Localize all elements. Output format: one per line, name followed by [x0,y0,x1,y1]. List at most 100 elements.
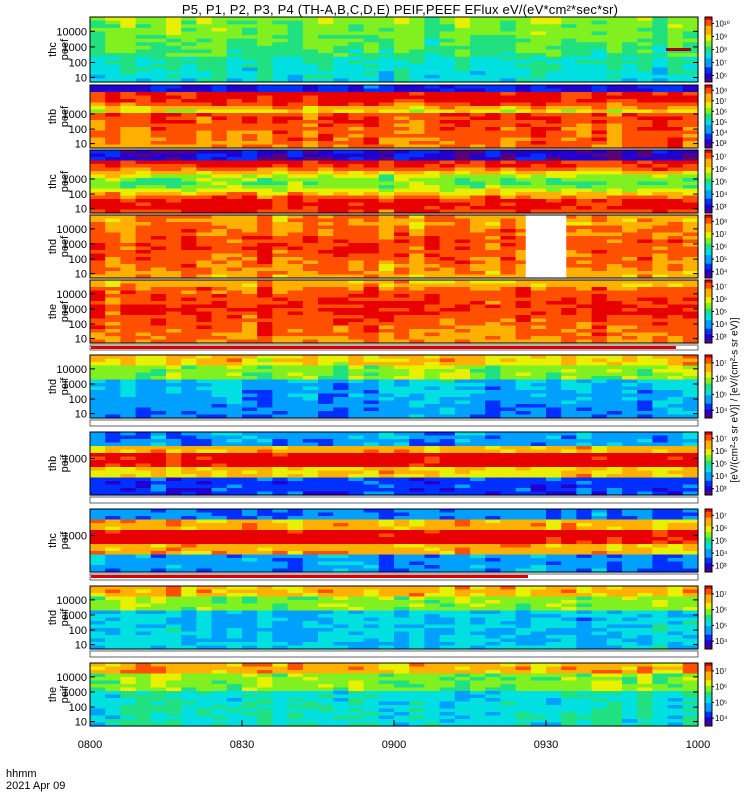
heatmap-cell [409,365,425,370]
heatmap-cell [454,49,471,54]
heatmap-cell [272,127,289,132]
heatmap-cell [652,42,669,47]
heatmap-cell [500,246,517,251]
heatmap-cell [515,24,532,29]
heatmap-cell [454,372,471,377]
heatmap-cell [515,63,532,69]
heatmap-cell [150,42,167,47]
heatmap-cell [637,355,653,360]
heatmap-cell [667,120,684,125]
heatmap-cell [302,294,319,299]
heatmap-cell [394,267,410,272]
heatmap-cell [378,453,395,458]
heatmap-cell [485,290,501,295]
heatmap-cell [637,67,653,72]
heatmap-cell [454,188,471,193]
heatmap-cell [287,188,304,193]
heatmap-cell [530,287,547,292]
heatmap-cell [622,267,638,272]
heatmap-cell [515,53,532,58]
heatmap-cell [682,390,699,395]
heatmap-cell [226,42,243,47]
heatmap-cell [667,311,684,316]
heatmap-cell [576,20,593,25]
heatmap-cell [378,301,395,306]
heatmap-cell [667,92,684,97]
heatmap-cell [637,171,653,176]
heatmap-cell [424,397,441,402]
heatmap-cell [378,311,395,316]
heatmap-cell [363,60,380,65]
heatmap-cell [302,95,319,100]
heatmap-cell [454,325,471,330]
heatmap-cell [622,400,638,405]
heatmap-cell [667,78,684,83]
heatmap-cell [166,188,182,193]
heatmap-cell [378,215,395,220]
heatmap-cell [120,53,137,58]
heatmap-cell [257,274,273,279]
heatmap-cell [272,88,289,93]
heatmap-cell [378,209,395,214]
heatmap-cell [348,308,365,313]
heatmap-cell [166,372,182,377]
heatmap-cell [105,92,121,97]
heatmap-cell [242,164,258,169]
heatmap-cell [302,27,319,33]
heatmap-cell [302,329,319,334]
heatmap-cell [363,99,380,104]
heatmap-cell [515,287,532,292]
heatmap-cell [166,171,182,176]
heatmap-cell [105,488,121,493]
heatmap-cell [637,134,653,139]
heatmap-cell [166,404,182,409]
heatmap-cell [181,280,197,285]
heatmap-cell [302,253,319,258]
heatmap-cell [105,390,121,395]
heatmap-cell [242,209,258,214]
heatmap-cell [196,460,213,465]
heatmap-cell [485,67,501,72]
heatmap-cell [439,376,456,381]
heatmap-cell [363,453,380,458]
heatmap-cell [439,202,456,207]
heatmap-cell [576,339,593,344]
heatmap-cell [394,264,410,269]
heatmap-cell [530,304,547,309]
heatmap-cell [622,88,638,93]
heatmap-cell [500,332,517,337]
heatmap-cell [135,411,152,416]
heatmap-cell [166,383,182,388]
colorbar-tick-label: 10⁷ [715,59,727,68]
heatmap-cell [363,109,380,114]
heatmap-cell [150,470,167,475]
heatmap-cell [211,45,228,51]
heatmap-cell [257,38,273,43]
heatmap-cell [576,264,593,269]
heatmap-cell [606,260,623,265]
heatmap-cell [287,390,304,395]
heatmap-cell [166,439,182,444]
heatmap-cell [272,232,289,237]
heatmap-cell [485,127,501,132]
heatmap-cell [363,174,380,179]
heatmap-cell [439,95,456,100]
heatmap-cell [211,304,228,309]
heatmap-cell [363,215,380,220]
heatmap-cell [150,27,167,33]
panel-frame [89,149,699,214]
colorbar-swatch [705,167,712,171]
heatmap-cell [424,150,441,155]
heatmap-cell [378,332,395,337]
heatmap-cell [530,290,547,295]
heatmap-cell [166,264,182,269]
heatmap-cell [181,144,197,149]
heatmap-cell [591,157,608,162]
heatmap-cell [500,85,517,90]
heatmap-cell [211,339,228,344]
y-tick-label: 1000 [63,42,87,54]
heatmap-cell [272,178,289,183]
heatmap-cell [500,414,517,419]
heatmap-cell [135,88,152,93]
heatmap-cell [196,99,213,104]
